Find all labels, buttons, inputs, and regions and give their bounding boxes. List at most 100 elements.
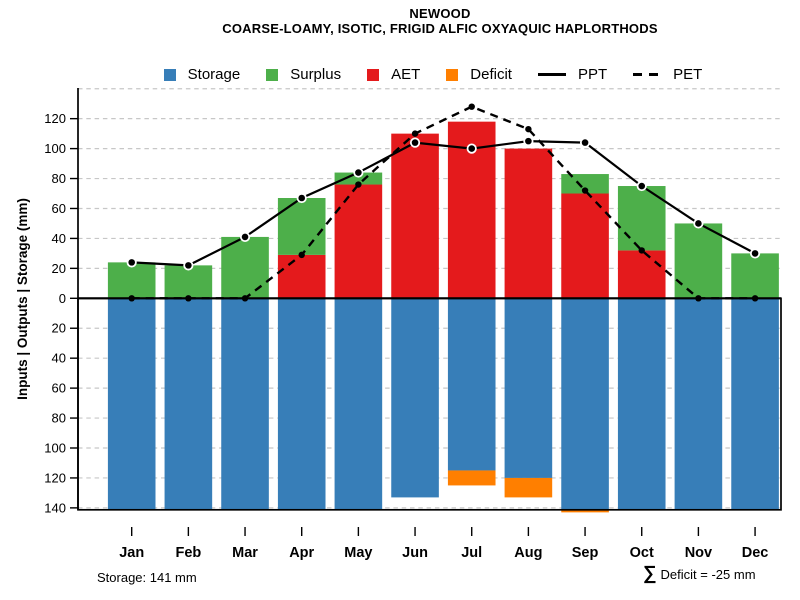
legend-item-ppt: PPT — [537, 66, 608, 83]
point-ppt-dec — [749, 248, 761, 259]
point-ppt-aug — [523, 136, 534, 147]
legend-item-deficit: Deficit — [446, 66, 512, 83]
bar-surplus-mar — [221, 236, 269, 299]
legend-label-aet: AET — [391, 66, 421, 83]
bar-aet-oct — [617, 250, 666, 299]
x-axis-label-feb: Feb — [175, 545, 201, 561]
bar-storage-jan — [107, 298, 156, 510]
x-axis-label-aug: Aug — [514, 545, 542, 561]
y-tick-label-238: 40 — [52, 231, 66, 246]
legend-swatch-aet-icon — [367, 68, 380, 81]
bar-storage-may — [334, 298, 383, 510]
chart-subtitle: COARSE-LOAMY, ISOTIC, FRIGID ALFIC OXYAQ… — [222, 21, 658, 36]
y-tick-label-328: 20 — [52, 321, 66, 336]
point-pet-mar — [241, 295, 249, 302]
x-axis-label-nov: Nov — [685, 545, 712, 561]
bar-aet-apr — [277, 254, 326, 299]
point-ppt-jul — [466, 143, 477, 154]
point-ppt-feb — [183, 260, 194, 271]
point-pet-sep — [581, 187, 589, 194]
x-axis-label-jul: Jul — [461, 545, 482, 561]
legend-swatch-storage-icon — [163, 68, 176, 81]
bar-surplus-jan — [107, 262, 156, 299]
bar-storage-dec — [731, 298, 779, 510]
y-tick-label-298: 0 — [59, 291, 66, 306]
point-pet-nov — [695, 295, 702, 302]
bar-deficit-sep — [561, 509, 609, 513]
point-pet-jul — [468, 103, 475, 110]
x-axis-label-may: May — [344, 545, 372, 561]
legend-label-ppt: PPT — [577, 66, 608, 83]
x-axis-label-jun: Jun — [402, 545, 428, 561]
bar-aet-jun — [391, 133, 439, 299]
bar-storage-oct — [617, 298, 666, 510]
x-axis-label-mar: Mar — [232, 545, 258, 561]
legend-item-pet: PET — [633, 66, 702, 83]
bar-storage-jun — [391, 298, 439, 498]
bar-surplus-may — [334, 172, 383, 185]
bar-surplus-nov — [674, 223, 723, 299]
bar-surplus-apr — [277, 198, 326, 255]
legend-label-surplus: Surplus — [290, 66, 342, 83]
bar-aet-sep — [561, 193, 609, 299]
chart-title: NEWOOD — [409, 6, 471, 21]
legend-label-deficit: Deficit — [470, 66, 512, 83]
y-tick-label-268: 20 — [52, 261, 66, 276]
y-tick-label-418: 80 — [52, 411, 66, 426]
x-axis-label-sep: Sep — [572, 545, 599, 561]
point-ppt-sep — [579, 137, 591, 148]
y-tick-label-478: 120 — [44, 470, 66, 485]
bar-surplus-dec — [731, 253, 779, 299]
storage-annotation: Storage: 141 mm — [97, 570, 197, 585]
y-tick-label-448: 100 — [44, 441, 66, 456]
point-ppt-jan — [126, 257, 137, 268]
bar-deficit-aug — [504, 477, 553, 498]
chart-legend: Storage Surplus AET Deficit PPT PET — [78, 66, 788, 83]
point-pet-jun — [411, 130, 419, 137]
x-axis-label-apr: Apr — [289, 545, 314, 561]
y-tick-label-179: 80 — [52, 171, 66, 186]
bar-surplus-feb — [164, 265, 213, 299]
point-pet-oct — [638, 247, 645, 254]
legend-item-aet: AET — [367, 66, 420, 83]
y-tick-label-388: 60 — [52, 381, 66, 396]
point-pet-may — [355, 181, 362, 188]
legend-swatch-surplus-icon — [266, 68, 279, 81]
legend-item-surplus: Surplus — [266, 66, 341, 83]
line-pet — [131, 105, 756, 300]
bar-aet-may — [334, 184, 383, 299]
point-pet-dec — [751, 295, 759, 302]
legend-label-storage: Storage — [187, 66, 241, 83]
deficit-annotation: ∑ Deficit = -25 mm — [643, 563, 756, 585]
y-tick-label-358: 40 — [52, 351, 66, 366]
point-pet-aug — [525, 125, 532, 133]
legend-dashed-line-pet-icon — [633, 73, 662, 76]
point-ppt-nov — [693, 218, 704, 229]
legend-swatch-deficit-icon — [446, 68, 459, 81]
point-ppt-apr — [296, 192, 307, 204]
point-pet-feb — [185, 295, 192, 302]
x-axis-label-oct: Oct — [630, 545, 654, 561]
deficit-annotation-text: Deficit = -25 mm — [660, 567, 756, 582]
y-tick-label-508: 140 — [44, 500, 66, 515]
legend-label-pet: PET — [673, 66, 703, 83]
bar-deficit-jul — [447, 470, 496, 486]
bar-storage-sep — [561, 298, 609, 510]
bar-storage-jul — [447, 298, 496, 471]
y-tick-label-208: 60 — [52, 201, 66, 216]
y-axis-title: Inputs | Outputs | Storage (mm) — [15, 198, 30, 400]
bar-storage-nov — [674, 298, 723, 510]
bar-storage-mar — [221, 298, 269, 510]
point-pet-apr — [298, 251, 305, 259]
y-tick-label-119: 120 — [44, 111, 66, 126]
line-ppt — [131, 140, 756, 267]
bar-storage-aug — [504, 298, 553, 478]
bar-storage-apr — [277, 298, 326, 510]
x-axis-label-jan: Jan — [119, 545, 144, 561]
legend-item-storage: Storage — [163, 66, 241, 83]
point-ppt-oct — [636, 180, 647, 192]
point-ppt-may — [353, 167, 364, 178]
bar-surplus-oct — [617, 186, 666, 251]
